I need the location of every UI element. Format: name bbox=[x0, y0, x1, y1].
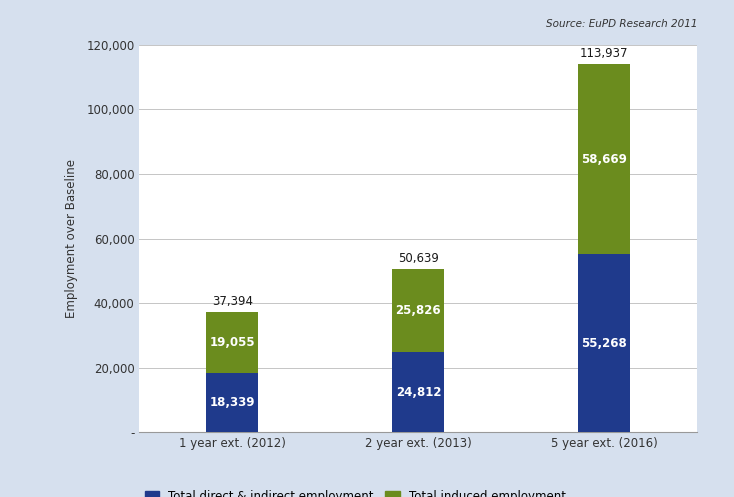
Text: 18,339: 18,339 bbox=[210, 396, 255, 409]
Text: Source: EuPD Research 2011: Source: EuPD Research 2011 bbox=[546, 19, 697, 29]
Bar bbox=[578, 254, 631, 432]
Text: 37,394: 37,394 bbox=[212, 295, 253, 308]
Bar bbox=[393, 269, 444, 352]
Bar bbox=[206, 312, 258, 373]
Y-axis label: Employment over Baseline: Employment over Baseline bbox=[65, 159, 78, 318]
Text: 24,812: 24,812 bbox=[396, 386, 441, 399]
Text: 25,826: 25,826 bbox=[396, 304, 441, 317]
Text: 113,937: 113,937 bbox=[580, 47, 628, 61]
Text: 19,055: 19,055 bbox=[210, 336, 255, 349]
Bar bbox=[206, 373, 258, 432]
Legend: Total direct & indirect employment, Total induced employment: Total direct & indirect employment, Tota… bbox=[139, 485, 571, 497]
Text: 50,639: 50,639 bbox=[398, 252, 439, 265]
Text: 58,669: 58,669 bbox=[581, 153, 628, 166]
Bar bbox=[578, 64, 631, 254]
Text: 55,268: 55,268 bbox=[581, 336, 627, 349]
Bar bbox=[393, 352, 444, 432]
